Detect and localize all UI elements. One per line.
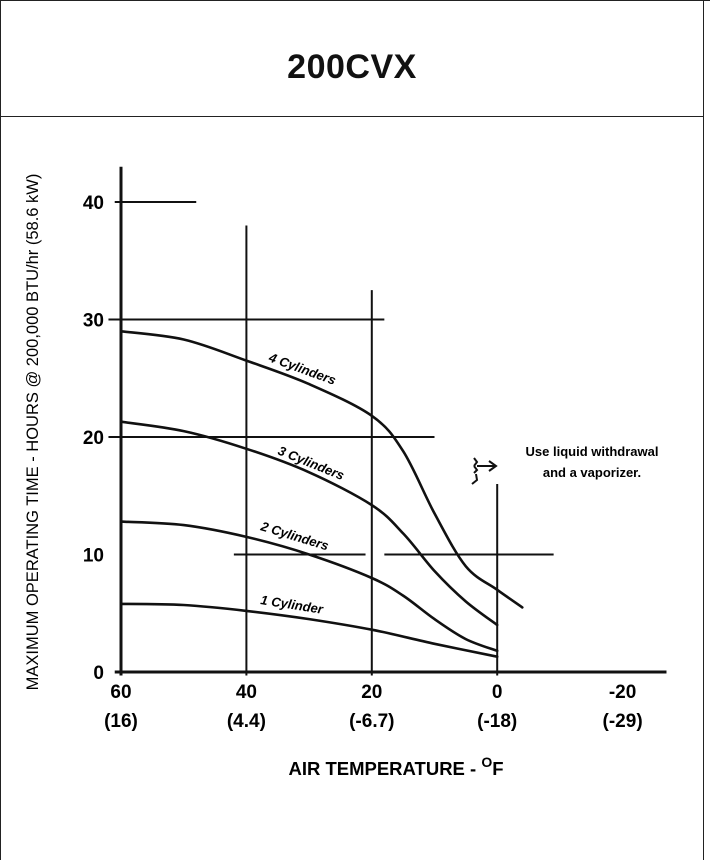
y-axis-label: MAXIMUM OPERATING TIME - HOURS @ 200,000… [24, 174, 42, 691]
vaporizer-annotation: Use liquid withdrawal and a vaporizer. [471, 444, 659, 485]
series-lines [119, 330, 524, 658]
x-tick-sublabel-0: (-18) [477, 711, 517, 732]
series-line-4 [119, 330, 524, 609]
y-tick-label-30: 30 [83, 311, 104, 332]
x-tick-label--20: -20 [609, 682, 636, 703]
x-tick-sublabel--20: (-29) [603, 711, 643, 732]
annotation-line-1: Use liquid withdrawal [526, 444, 659, 459]
series-line-2 [119, 520, 499, 653]
y-tick-label-40: 40 [83, 193, 104, 214]
frame-right-border [703, 0, 704, 860]
series-label-2: 2 Cylinders [258, 518, 330, 553]
x-tick-label-60: 60 [110, 682, 131, 703]
x-tick-sublabel-40: (4.4) [227, 711, 266, 732]
x-axis-label-text: AIR TEMPERATURE - [288, 758, 481, 779]
y-tick-labels: 0 10 20 30 40 [83, 193, 104, 684]
x-axis-degree-symbol: O [481, 754, 492, 770]
arrow-icon [471, 457, 498, 485]
series-line-1 [119, 602, 499, 658]
chart-title: 200CVX [287, 48, 417, 86]
x-tick-sublabel-60: (16) [104, 711, 138, 732]
annotation-line-2: and a vaporizer. [543, 465, 641, 480]
series-line-3 [119, 420, 499, 627]
y-tick-label-0: 0 [93, 663, 104, 684]
x-axis-unit: F [492, 758, 503, 779]
x-axis-label: AIR TEMPERATURE - OF [288, 754, 503, 779]
x-tick-sublabel-20: (-6.7) [349, 711, 394, 732]
x-tick-labels: 60 (16) 40 (4.4) 20 (-6.7) 0 (-18) -20 (-29) [104, 682, 643, 732]
y-tick-label-10: 10 [83, 546, 104, 567]
x-tick-label-20: 20 [361, 682, 382, 703]
title-divider [0, 116, 704, 117]
guide-lines [108, 166, 667, 676]
frame-left-border [0, 0, 1, 860]
y-tick-label-20: 20 [83, 428, 104, 449]
x-tick-label-0: 0 [492, 682, 503, 703]
x-tick-label-40: 40 [236, 682, 257, 703]
